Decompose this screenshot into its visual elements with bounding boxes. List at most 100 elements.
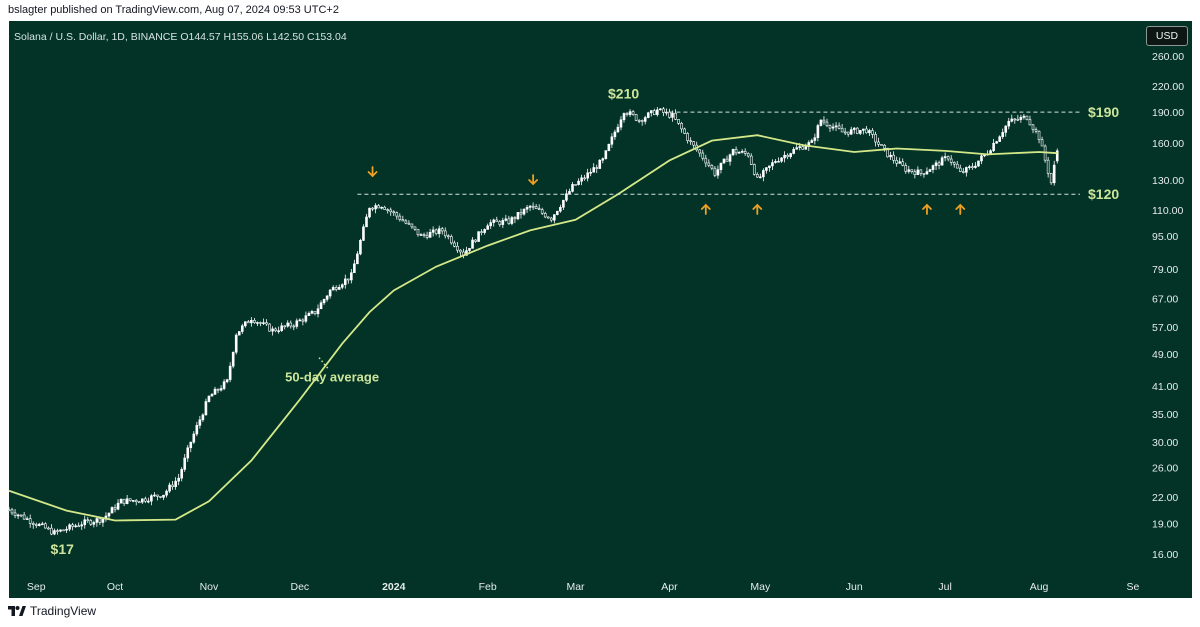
candle-body xyxy=(640,120,644,122)
candle-body xyxy=(16,514,20,517)
candle-body xyxy=(880,144,883,146)
candle-body xyxy=(74,525,77,528)
candle-body xyxy=(495,219,499,222)
candle-body xyxy=(913,171,917,176)
candle-body xyxy=(734,148,738,154)
candle-body xyxy=(113,507,117,510)
candle-body xyxy=(298,319,302,322)
candle-body xyxy=(752,164,756,175)
candle-body xyxy=(749,155,753,165)
candle-body xyxy=(840,128,844,133)
candle-body xyxy=(468,248,471,251)
candle-body xyxy=(256,322,259,324)
candle-body xyxy=(1025,115,1029,120)
candle-body xyxy=(683,128,686,134)
candle-body xyxy=(186,447,190,459)
candle-body xyxy=(180,469,183,479)
candle-body xyxy=(613,131,617,138)
x-tick-label: Apr xyxy=(661,581,678,593)
candle-body xyxy=(680,123,683,130)
candle-body xyxy=(925,171,929,175)
candle-body xyxy=(286,322,290,327)
candle-body xyxy=(62,529,65,532)
candle-body xyxy=(228,365,232,380)
candle-body xyxy=(677,119,680,124)
y-tick-label: 190.00 xyxy=(1152,107,1184,119)
candle-body xyxy=(740,151,744,153)
candle-body xyxy=(446,235,450,238)
candle-body xyxy=(234,334,238,353)
y-tick-label: 130.00 xyxy=(1152,175,1184,187)
candle-body xyxy=(995,141,998,144)
candle-body xyxy=(831,126,835,129)
candle-body xyxy=(819,119,823,126)
currency-button[interactable]: USD xyxy=(1146,26,1188,46)
candle-body xyxy=(871,130,874,135)
candle-body xyxy=(398,215,402,220)
candle-body xyxy=(1019,117,1023,120)
candle-body xyxy=(901,161,905,166)
x-tick-label: May xyxy=(750,581,771,593)
candle-body xyxy=(316,308,320,315)
candle-body xyxy=(198,419,202,426)
x-tick-label: 2024 xyxy=(382,581,406,593)
candle-body xyxy=(219,388,223,391)
y-tick-label: 95.00 xyxy=(1152,231,1178,243)
candle-body xyxy=(37,523,41,526)
candle-body xyxy=(65,528,68,531)
candle-body xyxy=(389,209,393,213)
candle-body xyxy=(1055,150,1059,162)
candle-body xyxy=(531,205,535,208)
candle-body xyxy=(1049,173,1053,184)
candle-body xyxy=(662,108,665,113)
candle-body xyxy=(834,125,838,128)
candle-body xyxy=(368,207,371,218)
candle-body xyxy=(904,164,908,172)
candle-body xyxy=(686,133,689,141)
candle-body xyxy=(1037,130,1041,140)
candle-body xyxy=(89,520,93,525)
candle-body xyxy=(828,125,832,129)
candle-body xyxy=(958,167,962,172)
candle-body xyxy=(592,167,596,173)
candle-body xyxy=(549,217,553,221)
candle-body xyxy=(1031,124,1035,130)
candle-body xyxy=(671,113,674,118)
level-label: $190 xyxy=(1088,104,1119,120)
candle-body xyxy=(310,311,314,314)
candle-body xyxy=(825,121,829,126)
candle-body xyxy=(59,529,62,532)
candle-body xyxy=(1028,119,1032,126)
candle-body xyxy=(922,173,926,175)
candle-body xyxy=(477,231,480,242)
candle-body xyxy=(692,141,695,146)
candle-body xyxy=(356,253,359,265)
candle-body xyxy=(50,527,53,535)
candle-body xyxy=(534,206,538,209)
candle-body xyxy=(383,206,386,210)
candle-body xyxy=(771,162,774,167)
candle-body xyxy=(919,169,923,174)
candle-body xyxy=(774,161,777,163)
candle-body xyxy=(44,523,47,529)
candle-body xyxy=(649,110,653,114)
candle-body xyxy=(765,167,768,171)
candle-body xyxy=(247,321,250,324)
candle-body xyxy=(1013,118,1017,121)
candle-body xyxy=(53,530,56,535)
candle-body xyxy=(319,302,323,310)
candle-body xyxy=(801,146,805,150)
candle-body xyxy=(110,507,114,514)
candle-body xyxy=(131,500,135,502)
candle-body xyxy=(56,530,59,532)
candle-body xyxy=(977,160,980,167)
candle-body xyxy=(401,219,405,222)
candle-body xyxy=(359,240,362,255)
y-tick-label: 260.00 xyxy=(1152,51,1184,63)
y-tick-label: 19.00 xyxy=(1152,518,1178,530)
candle-body xyxy=(974,165,977,168)
candle-body xyxy=(150,495,153,502)
candle-body xyxy=(637,120,641,122)
candle-body xyxy=(940,157,944,166)
candle-body xyxy=(292,325,296,328)
